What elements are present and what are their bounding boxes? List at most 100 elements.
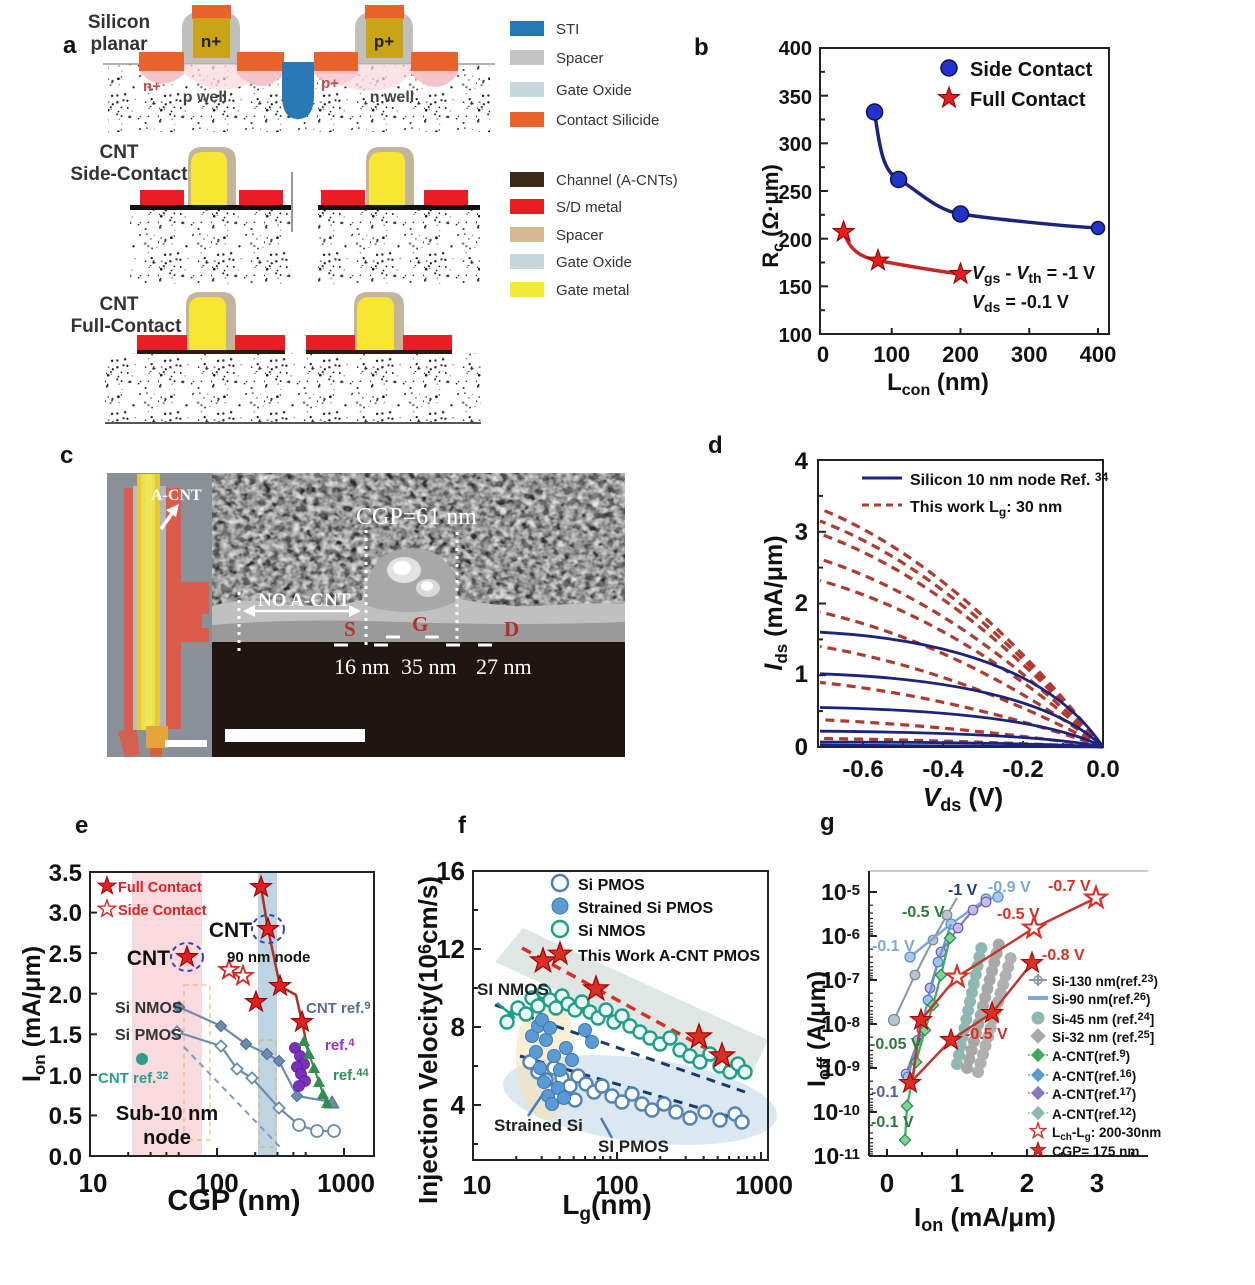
svg-text:12: 12 xyxy=(436,934,465,964)
svg-text:c: c xyxy=(60,442,73,469)
svg-text:CNT ref.9: CNT ref.9 xyxy=(306,1000,370,1017)
svg-text:100: 100 xyxy=(873,342,910,367)
svg-text:CGP (nm): CGP (nm) xyxy=(167,1185,300,1217)
svg-text:16: 16 xyxy=(436,856,465,886)
svg-text:400: 400 xyxy=(779,38,812,60)
svg-text:2: 2 xyxy=(795,590,808,617)
svg-text:10-7: 10-7 xyxy=(821,967,860,993)
svg-text:300: 300 xyxy=(779,134,812,156)
svg-text:-0.4: -0.4 xyxy=(922,756,964,783)
svg-text:CNT: CNT xyxy=(127,947,170,970)
svg-text:NO A-CNT: NO A-CNT xyxy=(258,590,351,611)
svg-text:35 nm: 35 nm xyxy=(401,654,457,679)
svg-text:400: 400 xyxy=(1080,342,1117,367)
svg-text:350: 350 xyxy=(779,87,812,109)
svg-text:100: 100 xyxy=(195,1168,238,1198)
svg-text:4: 4 xyxy=(451,1090,466,1120)
svg-text:250: 250 xyxy=(779,182,812,204)
svg-text:8: 8 xyxy=(451,1012,465,1042)
svg-text:-0.1: -0.1 xyxy=(871,1084,899,1101)
svg-text:S: S xyxy=(344,617,356,641)
svg-text:0: 0 xyxy=(817,342,829,367)
svg-text:G: G xyxy=(412,612,428,636)
svg-text:f: f xyxy=(458,812,467,839)
svg-text:Lch-Lg: 200-30nm: Lch-Lg: 200-30nm xyxy=(1052,1125,1161,1143)
svg-text:-1 V: -1 V xyxy=(948,882,978,899)
svg-text:-0.05 V: -0.05 V xyxy=(870,1036,922,1053)
svg-text:This work Lg: 30 nm: This work Lg: 30 nm xyxy=(910,499,1062,519)
svg-text:SI PMOS: SI PMOS xyxy=(598,1137,669,1156)
svg-text:Vds (V): Vds (V) xyxy=(923,782,1003,815)
svg-text:p+: p+ xyxy=(321,75,339,92)
svg-text:CNT: CNT xyxy=(209,919,252,942)
svg-text:Spacer: Spacer xyxy=(556,227,604,244)
svg-text:0: 0 xyxy=(795,734,808,761)
svg-text:Full-Contact: Full-Contact xyxy=(71,316,182,337)
svg-text:0.5: 0.5 xyxy=(49,1103,82,1130)
svg-text:-0.2: -0.2 xyxy=(1002,756,1043,783)
svg-text:Si-130 nm(ref.23): Si-130 nm(ref.23) xyxy=(1052,973,1158,989)
svg-text:A-CNT(ref.12): A-CNT(ref.12) xyxy=(1052,1106,1136,1122)
svg-text:CNT: CNT xyxy=(99,142,138,163)
svg-text:g: g xyxy=(820,809,835,836)
svg-text:Ioff (A/μm): Ioff (A/μm) xyxy=(803,971,834,1087)
svg-text:4: 4 xyxy=(795,448,809,475)
svg-text:Spacer: Spacer xyxy=(556,50,604,67)
svg-text:Channel (A-CNTs): Channel (A-CNTs) xyxy=(556,172,678,189)
svg-text:Si-45 nm (ref.24]: Si-45 nm (ref.24] xyxy=(1052,1011,1154,1027)
svg-text:27 nm: 27 nm xyxy=(476,654,532,679)
svg-text:Si PMOS: Si PMOS xyxy=(115,1027,182,1044)
svg-text:2.0: 2.0 xyxy=(49,982,82,1009)
svg-text:Vgs - Vth = -1 V: Vgs - Vth = -1 V xyxy=(972,263,1095,286)
svg-text:0.0: 0.0 xyxy=(1086,756,1119,783)
svg-text:Contact Silicide: Contact Silicide xyxy=(556,112,659,129)
svg-text:Side Contact: Side Contact xyxy=(118,903,207,919)
svg-text:SI NMOS: SI NMOS xyxy=(477,980,549,999)
svg-text:b: b xyxy=(694,34,709,61)
svg-text:Side-Contact: Side-Contact xyxy=(70,164,188,185)
svg-text:Gate Oxide: Gate Oxide xyxy=(556,254,632,271)
svg-text:10-6: 10-6 xyxy=(821,923,860,949)
svg-text:Strained Si: Strained Si xyxy=(494,1116,583,1135)
svg-text:3.5: 3.5 xyxy=(49,860,82,887)
svg-text:Injection Velocity(106cm/s): Injection Velocity(106cm/s) xyxy=(413,876,443,1204)
svg-text:Silicon: Silicon xyxy=(88,12,150,33)
svg-text:2: 2 xyxy=(1020,1168,1034,1198)
svg-text:A-CNT: A-CNT xyxy=(151,487,202,504)
svg-text:-0.9 V: -0.9 V xyxy=(988,879,1031,896)
svg-text:Lcon (nm): Lcon (nm) xyxy=(887,369,989,399)
svg-text:-0.1 V: -0.1 V xyxy=(871,1114,914,1131)
svg-text:Gate Oxide: Gate Oxide xyxy=(556,82,632,99)
svg-text:10: 10 xyxy=(463,1170,492,1200)
svg-text:10-8: 10-8 xyxy=(821,1011,860,1037)
svg-text:CNT: CNT xyxy=(99,294,138,315)
svg-text:1000: 1000 xyxy=(735,1170,793,1200)
svg-text:CGP= 175 nm: CGP= 175 nm xyxy=(1052,1144,1139,1159)
svg-text:ref.4: ref.4 xyxy=(325,1037,355,1054)
svg-text:n well: n well xyxy=(370,89,414,106)
svg-text:STI: STI xyxy=(556,21,579,38)
svg-text:e: e xyxy=(75,812,88,839)
svg-text:d: d xyxy=(708,432,723,459)
svg-text:n+: n+ xyxy=(143,78,161,95)
svg-text:0: 0 xyxy=(880,1168,894,1198)
svg-text:-0.1 V: -0.1 V xyxy=(872,938,915,955)
svg-text:A-CNT(ref.9): A-CNT(ref.9) xyxy=(1052,1048,1130,1064)
svg-text:This Work A-CNT PMOS: This Work A-CNT PMOS xyxy=(578,948,761,965)
svg-text:1.0: 1.0 xyxy=(49,1063,82,1090)
svg-text:Si-90 nm(ref.26): Si-90 nm(ref.26) xyxy=(1052,991,1151,1007)
svg-text:16 nm: 16 nm xyxy=(334,654,390,679)
svg-text:1: 1 xyxy=(950,1168,964,1198)
svg-text:100: 100 xyxy=(595,1170,638,1200)
svg-text:CGP=61 nm: CGP=61 nm xyxy=(356,504,477,530)
svg-text:p+: p+ xyxy=(374,32,394,51)
svg-text:Silicon 10 nm node Ref. 34: Silicon 10 nm node Ref. 34 xyxy=(910,470,1109,489)
svg-text:200: 200 xyxy=(942,342,979,367)
svg-text:Full Contact: Full Contact xyxy=(118,880,202,896)
svg-text:planar: planar xyxy=(90,34,148,55)
svg-text:A-CNT(ref.17): A-CNT(ref.17) xyxy=(1052,1086,1136,1102)
svg-text:3: 3 xyxy=(1090,1168,1104,1198)
svg-text:A-CNT(ref.16): A-CNT(ref.16) xyxy=(1052,1068,1136,1084)
svg-text:1.5: 1.5 xyxy=(49,1022,82,1049)
svg-text:Strained Si PMOS: Strained Si PMOS xyxy=(578,900,713,917)
